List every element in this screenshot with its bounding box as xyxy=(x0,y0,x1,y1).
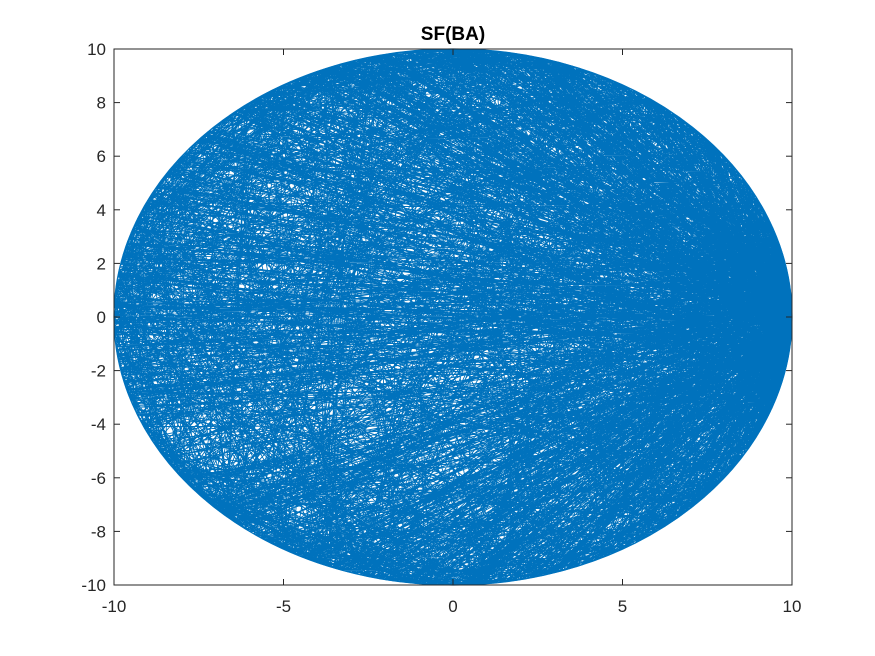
y-tick-label: -8 xyxy=(91,522,106,541)
network-edges xyxy=(113,48,793,586)
y-tick-label: -10 xyxy=(81,576,106,595)
x-axis-ticks: -10 -5 0 5 10 xyxy=(102,49,802,616)
x-tick-label: -10 xyxy=(102,597,127,616)
x-tick-label: 5 xyxy=(618,597,627,616)
y-tick-label: -4 xyxy=(91,415,106,434)
y-axis-ticks: 10 8 6 4 2 0 -2 -4 -6 -8 -10 xyxy=(81,40,792,595)
x-tick-label: 10 xyxy=(783,597,802,616)
chart-title: SF(BA) xyxy=(421,24,485,45)
y-tick-label: 2 xyxy=(97,254,106,273)
series-line xyxy=(113,48,793,586)
y-tick-label: 4 xyxy=(97,201,106,220)
y-tick-label: -6 xyxy=(91,469,106,488)
y-tick-label: 8 xyxy=(97,94,106,113)
y-tick-label: 6 xyxy=(97,147,106,166)
x-tick-label: 0 xyxy=(448,597,457,616)
y-tick-label: 0 xyxy=(97,308,106,327)
y-tick-label: -2 xyxy=(91,362,106,381)
x-tick-label: -5 xyxy=(276,597,291,616)
y-tick-label: 10 xyxy=(87,40,106,59)
